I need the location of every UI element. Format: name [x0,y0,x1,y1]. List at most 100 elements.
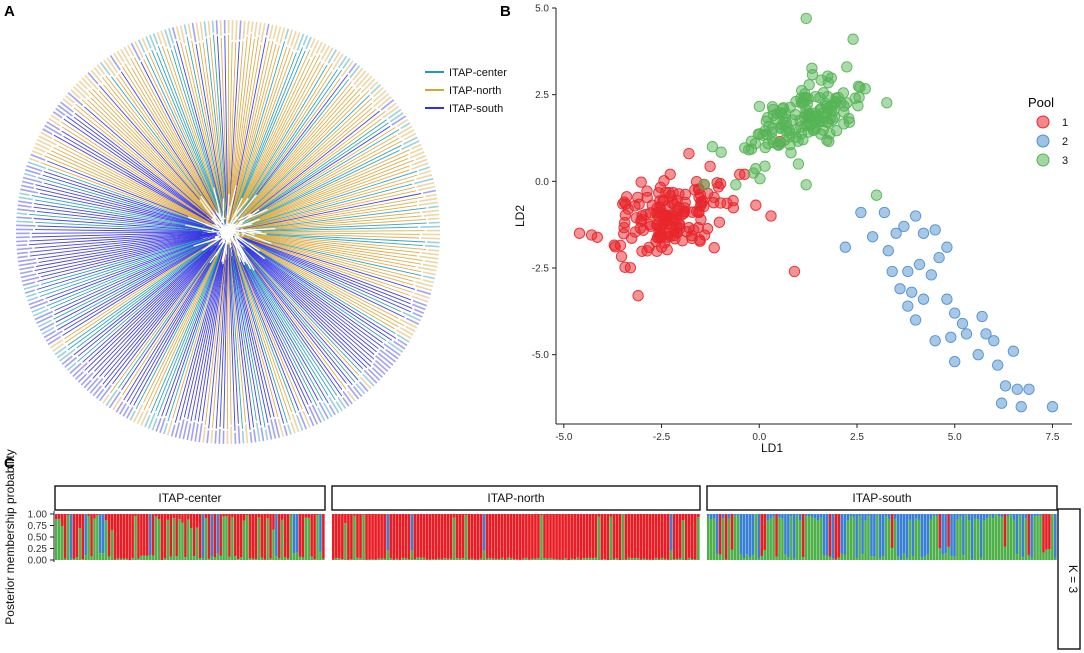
tree-tip-label [67,92,84,107]
tree-branch [246,169,410,227]
structure-bar-red [519,514,522,560]
tree-tip-label [419,197,438,203]
tree-branch [187,251,225,420]
structure-bar-blue [840,514,844,554]
tree-internal-node [202,235,225,252]
tree-tip-label [89,377,104,394]
tree-tip-label [422,263,438,268]
tree-branch [140,61,219,214]
structure-bar-red [96,514,99,516]
tree-tip-label [413,308,425,314]
structure-bar-blue [893,514,897,520]
tree-branch [228,245,239,424]
tree-branch [29,232,202,242]
tree-tip-label [327,49,337,64]
tree-branch [246,107,373,217]
structure-bar-green [72,558,76,560]
structure-bar-red [304,514,308,518]
structure-bar-green [831,558,835,560]
tree-branch [240,235,414,286]
tree-tip-label [284,28,290,40]
y-tick-label: -5.0 [532,350,550,361]
tree-tip-label [270,419,277,439]
tree-tip-label [385,349,399,360]
tree-tip-label [411,143,422,150]
structure-bar-green [778,517,781,560]
tree-tip-label [414,292,430,299]
tree-branch [231,46,288,219]
tree-branch [29,213,203,231]
k-strip-label: K = 3 [1066,565,1080,594]
tree-tip-label [349,65,361,79]
structure-bar-blue [69,514,73,559]
tree-branch [34,237,201,272]
structure-bar-green [914,518,918,560]
structure-bar-green [143,555,146,560]
tree-branch [232,235,377,353]
structure-bar-green [585,558,589,560]
structure-bar-blue [201,514,205,559]
structure-bar-red [72,514,76,559]
structure-bar-green [368,559,371,560]
tree-branch [61,126,218,226]
structure-bar-green [630,558,634,560]
structure-bar-green [81,559,84,560]
tree-branch [109,247,217,394]
tree-branch [94,250,211,372]
tree-branch [229,238,293,413]
tree-tip-label [255,422,261,442]
tree-tip-label [268,24,274,40]
tree-tip-label [207,20,211,36]
structure-bar-green [1048,549,1051,560]
tree-tip-label [147,412,156,429]
tree-tip-label [202,426,206,443]
pool-2-point [999,380,1012,392]
structure-bar-green [225,516,228,560]
tree-branch [229,43,277,223]
structure-bar-blue [849,514,852,517]
structure-bar-blue [879,514,882,558]
tree-branch [104,243,220,388]
structure-bar-red [564,514,567,559]
tree-tip-label [50,114,60,122]
structure-bar-green [172,518,175,560]
tree-tip-label [45,330,63,342]
pool-2-point [929,224,941,236]
structure-bar-green [307,517,310,560]
tree-branch [73,245,211,356]
structure-bar-red [122,514,126,559]
tree-tip-label [324,47,334,62]
structure-bar-red [116,514,120,559]
structure-bar-green [736,515,740,560]
structure-bar-green [110,530,114,560]
structure-bar-red [503,514,507,560]
tree-branch [36,233,221,290]
tree-tip-label [369,81,379,90]
structure-bar-green [672,559,676,560]
y-tick-label: -2.5 [532,264,550,275]
structure-bar-red [543,514,546,559]
tree-branch [101,76,220,222]
structure-bar-green [213,557,217,560]
structure-bar-red [87,514,90,516]
structure-bar-red [283,514,287,558]
structure-bar-green [576,557,579,560]
tree-branch [60,121,208,219]
structure-bar-red [516,514,519,560]
structure-bar-green [896,556,900,560]
pool-3-point [838,106,850,118]
tree-branch [234,236,393,341]
pool-3-point [847,33,859,45]
tree-tip-label [402,136,418,146]
tree-branch [236,64,328,217]
structure-bar-green [512,559,516,560]
structure-bar-green [754,514,758,560]
tree-tip-label [31,305,46,313]
tree-branch [236,61,321,217]
structure-bar-green [733,515,737,560]
tree-tip-label [27,296,39,302]
structure-bar-green [260,557,264,560]
tree-branch [231,51,294,223]
structure-bar-red [93,514,96,519]
structure-bar-red [724,514,728,560]
